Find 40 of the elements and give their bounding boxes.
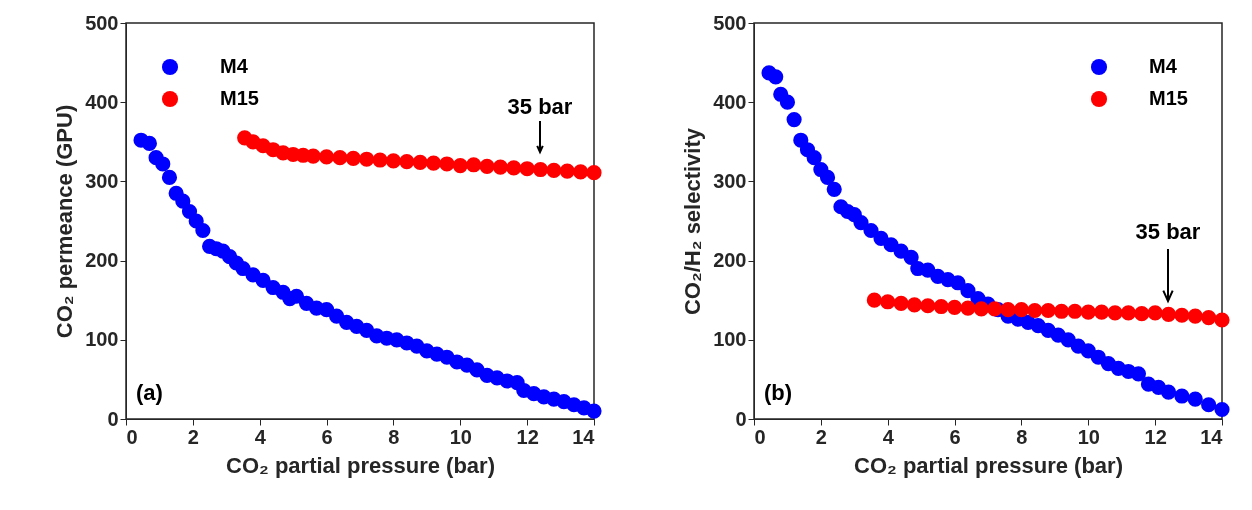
x-tick-label: 10 <box>1077 425 1100 448</box>
y-tick-label: 400 <box>713 90 747 113</box>
x-tick-label: 0 <box>126 425 138 448</box>
x-tick-label: 4 <box>882 425 895 448</box>
annotation: 35 bar <box>1135 219 1201 244</box>
x-tick-label: 2 <box>187 425 199 448</box>
y-tick-label: 300 <box>85 169 119 192</box>
y-tick-label: 100 <box>85 328 119 351</box>
x-tick-label: 2 <box>815 425 827 448</box>
annotation: (a) <box>136 380 163 405</box>
legend-label: M15 <box>220 87 259 109</box>
legend-label: M4 <box>220 55 249 77</box>
x-tick-label: 14 <box>1200 425 1224 448</box>
x-axis-title: CO₂ partial pressure (bar) <box>854 452 1123 478</box>
x-tick-label: 12 <box>516 425 539 448</box>
annotation: 35 bar <box>507 94 573 119</box>
legend-label: M4 <box>1149 55 1178 77</box>
x-axis-title: CO₂ partial pressure (bar) <box>226 452 495 478</box>
x-tick-label: 6 <box>949 425 961 448</box>
x-tick-label: 14 <box>572 425 596 448</box>
y-tick-label: 500 <box>85 11 119 34</box>
x-tick-label: 12 <box>1144 425 1167 448</box>
x-tick-label: 6 <box>321 425 333 448</box>
x-tick-label: 0 <box>754 425 766 448</box>
y-axis-title: CO₂ permeance (GPU) <box>52 104 78 339</box>
y-tick-label: 0 <box>107 407 119 430</box>
y-tick-label: 100 <box>713 328 747 351</box>
x-tick-label: 8 <box>1016 425 1028 448</box>
y-tick-label: 200 <box>713 249 747 272</box>
annotation: (b) <box>764 380 793 405</box>
legend-label: M15 <box>1149 87 1188 109</box>
x-tick-label: 10 <box>449 425 472 448</box>
y-tick-label: 0 <box>735 407 747 430</box>
x-tick-label: 4 <box>254 425 267 448</box>
x-tick-label: 8 <box>388 425 400 448</box>
y-tick-label: 500 <box>713 11 747 34</box>
y-tick-label: 200 <box>85 249 119 272</box>
y-tick-label: 300 <box>713 169 747 192</box>
y-tick-label: 400 <box>85 90 119 113</box>
y-axis-title: CO₂/H₂ selectivity <box>680 127 706 316</box>
